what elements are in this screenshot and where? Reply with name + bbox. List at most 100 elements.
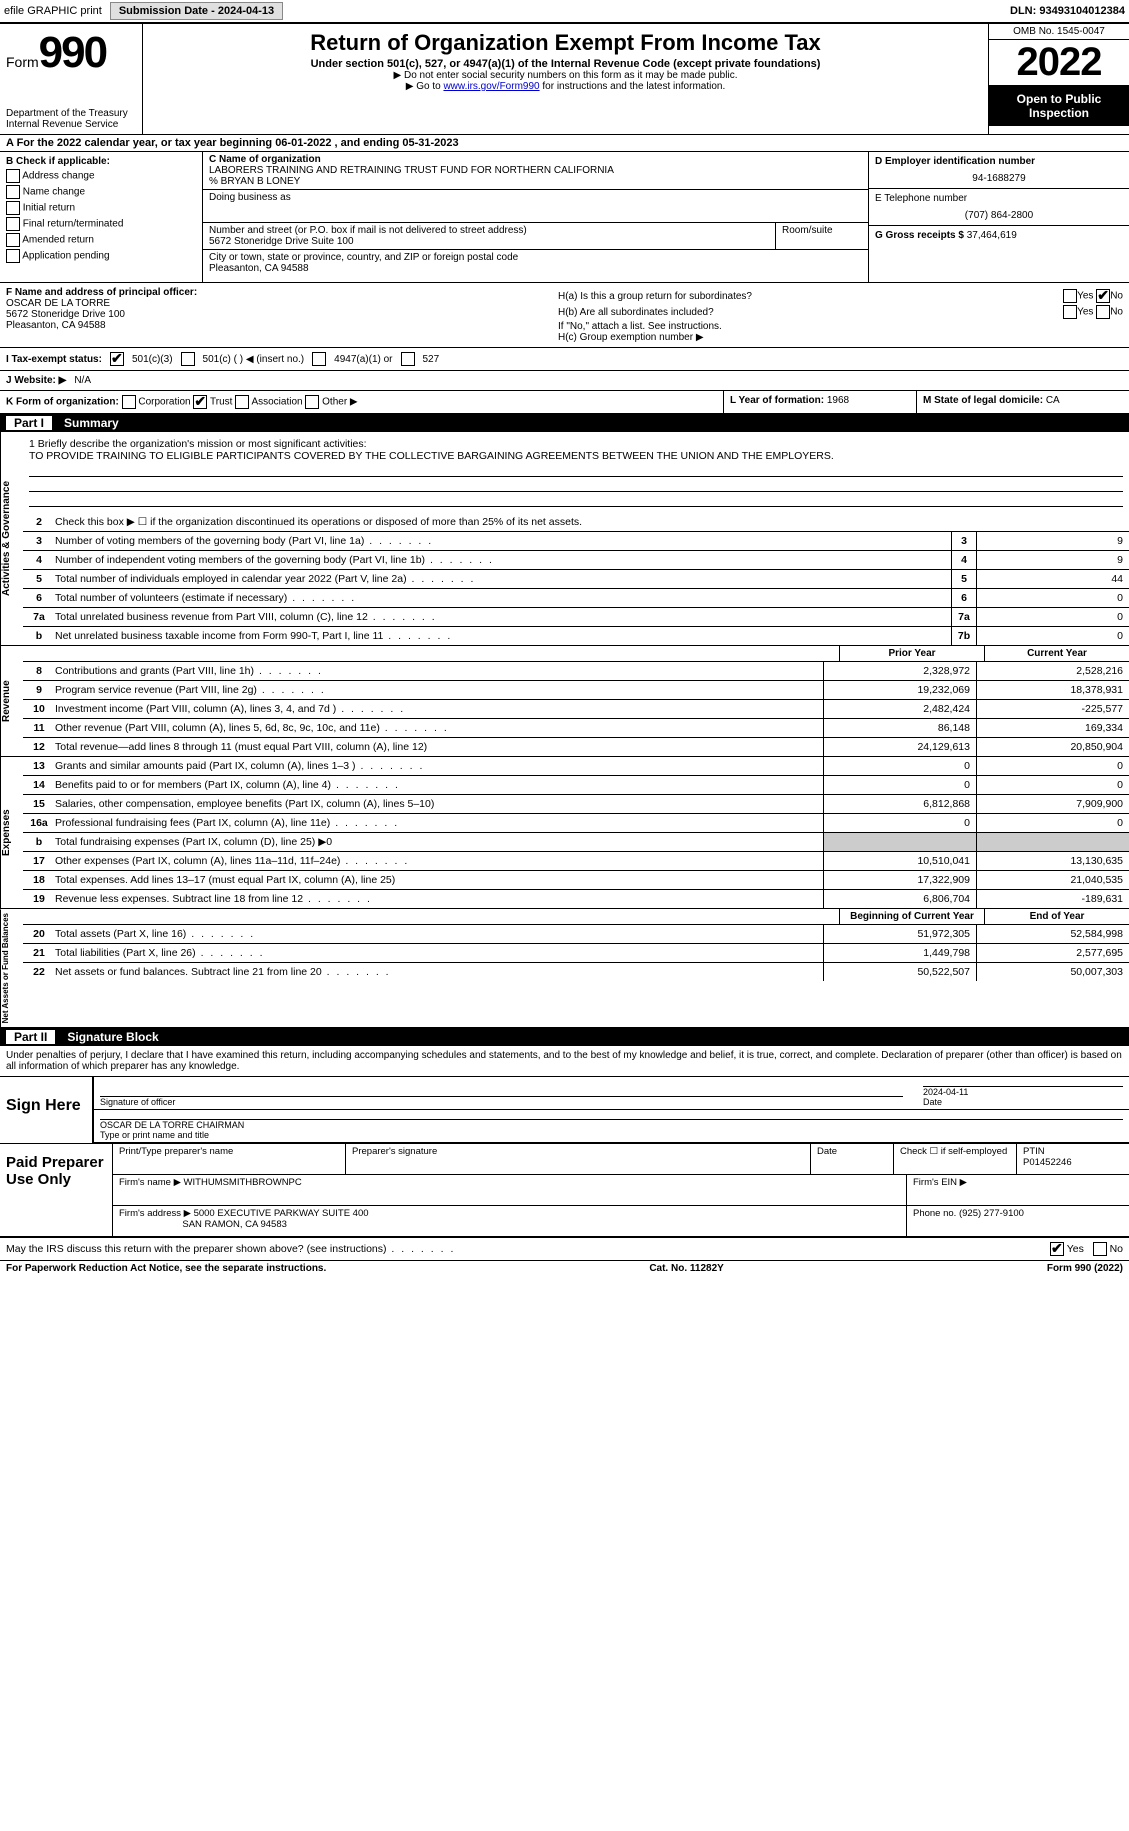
line-6: Total number of volunteers (estimate if … — [55, 592, 356, 604]
line-18: Total expenses. Add lines 13–17 (must eq… — [55, 874, 395, 886]
chk-initial-return[interactable]: Initial return — [6, 201, 196, 215]
ein-value: 94-1688279 — [875, 173, 1123, 184]
val-21p: 1,449,798 — [823, 944, 976, 962]
val-21c: 2,577,695 — [976, 944, 1129, 962]
firm-name: WITHUMSMITHBROWNPC — [184, 1177, 302, 1188]
val-10p: 2,482,424 — [823, 700, 976, 718]
hb-no[interactable] — [1096, 305, 1110, 319]
chk-501c[interactable] — [181, 352, 195, 366]
chk-application-pending[interactable]: Application pending — [6, 249, 196, 263]
val-15c: 7,909,900 — [976, 795, 1129, 813]
dept-treasury: Department of the Treasury — [6, 108, 136, 119]
submission-date-button[interactable]: Submission Date - 2024-04-13 — [110, 2, 283, 20]
line-7a: Total unrelated business revenue from Pa… — [55, 611, 437, 623]
ptin-value: P01452246 — [1023, 1157, 1072, 1168]
val-7b: 0 — [976, 627, 1129, 645]
form-title: Return of Organization Exempt From Incom… — [147, 30, 984, 56]
sign-here-block: Sign Here Signature of officer 2024-04-1… — [0, 1077, 1129, 1144]
val-18c: 21,040,535 — [976, 871, 1129, 889]
val-11p: 86,148 — [823, 719, 976, 737]
column-c-org-info: C Name of organization LABORERS TRAINING… — [203, 152, 869, 282]
val-17c: 13,130,635 — [976, 852, 1129, 870]
val-16bp — [823, 833, 976, 851]
part-1-header: Part I Summary — [0, 414, 1129, 432]
val-3: 9 — [976, 532, 1129, 550]
form-subtitle: Under section 501(c), 527, or 4947(a)(1)… — [147, 58, 984, 70]
form-number: 990 — [39, 28, 106, 77]
hdr-beginning: Beginning of Current Year — [839, 909, 984, 924]
val-22p: 50,522,507 — [823, 963, 976, 981]
form-label: Form — [6, 54, 39, 70]
chk-final-return[interactable]: Final return/terminated — [6, 217, 196, 231]
line-17: Other expenses (Part IX, column (A), lin… — [55, 855, 409, 867]
officer-label: F Name and address of principal officer: — [6, 287, 546, 298]
row-k-l-m: K Form of organization: Corporation Trus… — [0, 391, 1129, 414]
val-19c: -189,631 — [976, 890, 1129, 908]
phone-value: (707) 864-2800 — [875, 210, 1123, 221]
ha-yes[interactable] — [1063, 289, 1077, 303]
line-16a: Professional fundraising fees (Part IX, … — [55, 817, 399, 829]
section-f-h: F Name and address of principal officer:… — [0, 283, 1129, 348]
goto-note: ▶ Go to www.irs.gov/Form990 for instruct… — [147, 81, 984, 92]
gross-receipts-value: 37,464,619 — [967, 230, 1017, 241]
ein-label: D Employer identification number — [875, 156, 1123, 167]
val-8c: 2,528,216 — [976, 662, 1129, 680]
irs-link[interactable]: www.irs.gov/Form990 — [443, 81, 539, 92]
firm-ein-label: Firm's EIN ▶ — [907, 1175, 1129, 1205]
chk-corporation[interactable] — [122, 395, 136, 409]
val-10c: -225,577 — [976, 700, 1129, 718]
chk-other[interactable] — [305, 395, 319, 409]
website-value: N/A — [74, 375, 91, 386]
paid-preparer-block: Paid Preparer Use Only Print/Type prepar… — [0, 1144, 1129, 1238]
ha-label: H(a) Is this a group return for subordin… — [558, 291, 752, 302]
val-12p: 24,129,613 — [823, 738, 976, 756]
chk-501c3[interactable] — [110, 352, 124, 366]
row-j-website: J Website: ▶ N/A — [0, 371, 1129, 391]
line-21: Total liabilities (Part X, line 26) — [55, 947, 265, 959]
line-22: Net assets or fund balances. Subtract li… — [55, 966, 391, 978]
top-toolbar: efile GRAPHIC print Submission Date - 20… — [0, 0, 1129, 24]
column-b-checkboxes: B Check if applicable: Address change Na… — [0, 152, 203, 282]
hdr-current-year: Current Year — [984, 646, 1129, 661]
signature-intro: Under penalties of perjury, I declare th… — [0, 1046, 1129, 1077]
gross-receipts-label: G Gross receipts $ — [875, 230, 967, 241]
val-17p: 10,510,041 — [823, 852, 976, 870]
chk-association[interactable] — [235, 395, 249, 409]
line-9: Program service revenue (Part VIII, line… — [55, 684, 326, 696]
summary-net-assets: Net Assets or Fund Balances Beginning of… — [0, 909, 1129, 1028]
line-12: Total revenue—add lines 8 through 11 (mu… — [55, 741, 427, 753]
sig-date: 2024-04-11 — [923, 1087, 968, 1097]
year-formation: 1968 — [827, 395, 849, 406]
page-footer: For Paperwork Reduction Act Notice, see … — [0, 1261, 1129, 1276]
line-15: Salaries, other compensation, employee b… — [55, 798, 434, 810]
open-to-public: Open to Public Inspection — [989, 86, 1129, 126]
dln-label: DLN: 93493104012384 — [1010, 5, 1125, 17]
city-label: City or town, state or province, country… — [209, 252, 862, 263]
line-16b: Total fundraising expenses (Part IX, col… — [55, 836, 332, 848]
chk-trust[interactable] — [193, 395, 207, 409]
row-i-tax-exempt: I Tax-exempt status: 501(c)(3) 501(c) ( … — [0, 348, 1129, 371]
discuss-yes[interactable] — [1050, 1242, 1064, 1256]
chk-amended-return[interactable]: Amended return — [6, 233, 196, 247]
tab-expenses: Expenses — [0, 757, 23, 908]
room-suite-label: Room/suite — [776, 223, 868, 249]
discuss-no[interactable] — [1093, 1242, 1107, 1256]
discuss-row: May the IRS discuss this return with the… — [0, 1238, 1129, 1261]
officer-addr2: Pleasanton, CA 94588 — [6, 320, 546, 331]
hb-yes[interactable] — [1063, 305, 1077, 319]
chk-4947[interactable] — [312, 352, 326, 366]
prep-sig-hdr: Preparer's signature — [346, 1144, 811, 1174]
val-7a: 0 — [976, 608, 1129, 626]
chk-name-change[interactable]: Name change — [6, 185, 196, 199]
officer-name: OSCAR DE LA TORRE — [6, 298, 546, 309]
chk-527[interactable] — [401, 352, 415, 366]
dba-label: Doing business as — [209, 192, 862, 203]
line-14: Benefits paid to or for members (Part IX… — [55, 779, 400, 791]
mission-text: TO PROVIDE TRAINING TO ELIGIBLE PARTICIP… — [29, 450, 1123, 462]
chk-address-change[interactable]: Address change — [6, 169, 196, 183]
line-8: Contributions and grants (Part VIII, lin… — [55, 665, 323, 677]
firm-addr2: SAN RAMON, CA 94583 — [182, 1219, 287, 1230]
ha-no[interactable] — [1096, 289, 1110, 303]
line-2: Check this box ▶ ☐ if the organization d… — [55, 516, 582, 528]
val-18p: 17,322,909 — [823, 871, 976, 889]
